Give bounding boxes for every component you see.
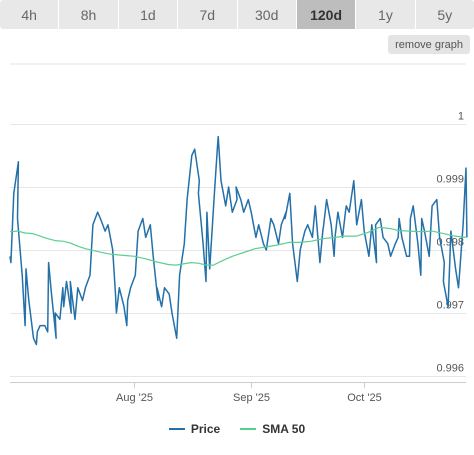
timeframe-tabs: 4h 8h 1d 7d 30d 120d 1y 5y (0, 0, 474, 30)
tab-30d[interactable]: 30d (237, 0, 297, 29)
x-tick-label: Sep '25 (233, 392, 270, 404)
legend-item-price[interactable]: Price (168, 422, 221, 436)
tab-8h[interactable]: 8h (59, 0, 119, 29)
tab-120d[interactable]: 120d (296, 0, 357, 29)
sma-50-line (9, 226, 467, 266)
tab-1d[interactable]: 1d (118, 0, 179, 29)
remove-graph-button[interactable]: remove graph (388, 35, 470, 54)
legend-swatch-sma (240, 428, 257, 430)
price-line (9, 135, 468, 346)
chart-legend: Price SMA 50 (0, 419, 474, 439)
legend-label-sma: SMA 50 (262, 422, 306, 436)
tab-4h[interactable]: 4h (0, 0, 60, 29)
legend-swatch-price (168, 428, 185, 430)
legend-item-sma[interactable]: SMA 50 (240, 422, 305, 436)
tab-1y[interactable]: 1y (356, 0, 416, 29)
tab-5y[interactable]: 5y (415, 0, 474, 29)
x-tick-label: Aug '25 (116, 392, 153, 404)
y-tick-label: 0.996 (436, 363, 464, 375)
y-tick-label: 0.997 (436, 300, 464, 312)
y-tick-label: 1 (458, 111, 464, 123)
y-tick-label: 0.999 (436, 174, 464, 186)
x-tick-label: Oct '25 (347, 392, 382, 404)
tab-7d[interactable]: 7d (178, 0, 238, 29)
legend-label-price: Price (190, 422, 221, 436)
